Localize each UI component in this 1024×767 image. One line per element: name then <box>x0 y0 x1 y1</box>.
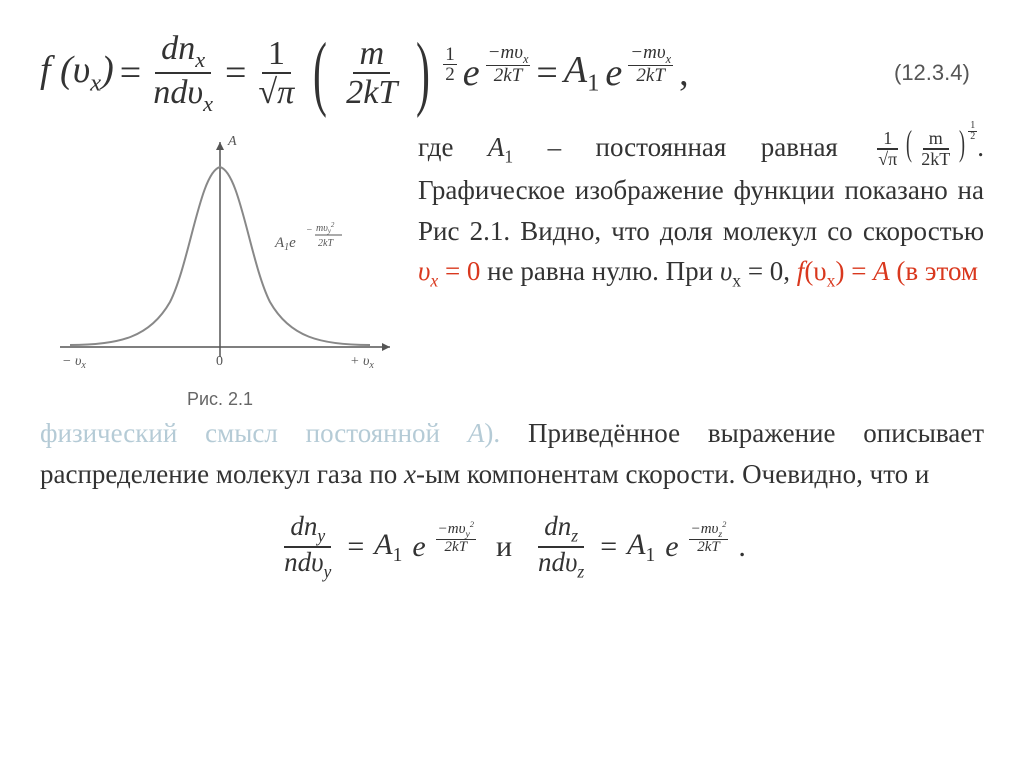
curve-label: A1e − mυy2 2kT <box>274 221 342 253</box>
svg-text:0: 0 <box>216 354 223 369</box>
lparen-icon: ( <box>313 40 327 107</box>
equals-1: = <box>120 51 141 95</box>
outer-exp: 1 2 <box>443 45 457 84</box>
exp-2: −mυx 2kT <box>628 43 673 85</box>
exp-1: −mυx 2kT <box>486 43 531 85</box>
main-equation: f (υx) = dnx ndυx = 1 √π ( m 2kT ) 1 2 e… <box>40 30 689 117</box>
distribution-graph: A − υx 0 + υx A1e − mυy2 2kT <box>40 127 400 387</box>
e-2: e <box>605 51 622 95</box>
main-equation-row: f (υx) = dnx ndυx = 1 √π ( m 2kT ) 1 2 e… <box>40 30 984 117</box>
svg-text:2kT: 2kT <box>318 238 334 249</box>
graph-caption: Рис. 2.1 <box>40 390 400 410</box>
paragraph-continuation: физический смысл постоянной A). Приведён… <box>40 413 984 494</box>
svg-text:A1e: A1e <box>274 235 296 253</box>
frac-z: dnz ndυz <box>532 512 590 581</box>
lhs: f (υx) <box>40 48 114 98</box>
paragraph-right: где A1 – постоянная равная 1√π ( m2kT ) … <box>418 127 984 410</box>
svg-text:−: − <box>306 225 313 236</box>
equals-3: = <box>536 51 557 95</box>
y-axis-label: A <box>227 134 237 149</box>
equals-2: = <box>225 51 246 95</box>
e-1: e <box>463 51 480 95</box>
svg-text:mυy2: mυy2 <box>316 221 335 235</box>
rparen-icon: ) <box>416 40 430 107</box>
A1: A1 <box>564 48 600 98</box>
mid-section: A − υx 0 + υx A1e − mυy2 2kT Рис. 2.1 гд… <box>40 127 984 410</box>
frac-1-sqrtpi: 1 √π <box>252 35 300 112</box>
inline-constant: 1√π ( m2kT ) 12 <box>872 129 977 171</box>
svg-text:− υx: − υx <box>62 354 86 371</box>
exp-y: −mυy2 2kT <box>436 521 476 556</box>
graph-container: A − υx 0 + υx A1e − mυy2 2kT Рис. 2.1 <box>40 127 400 410</box>
bottom-equations: dny ndυy = A1 e −mυy2 2kT и dnz ndυz = A… <box>40 512 984 581</box>
frac-y: dny ndυy <box>278 512 337 581</box>
frac-dn-ndv: dnx ndυx <box>147 30 219 117</box>
svg-text:+ υx: + υx <box>350 354 374 371</box>
equation-number: (12.3.4) <box>894 61 984 85</box>
trailing-comma: , <box>679 51 689 95</box>
frac-m-2kt: m 2kT <box>340 35 403 112</box>
exp-z: −mυz2 2kT <box>689 521 729 556</box>
